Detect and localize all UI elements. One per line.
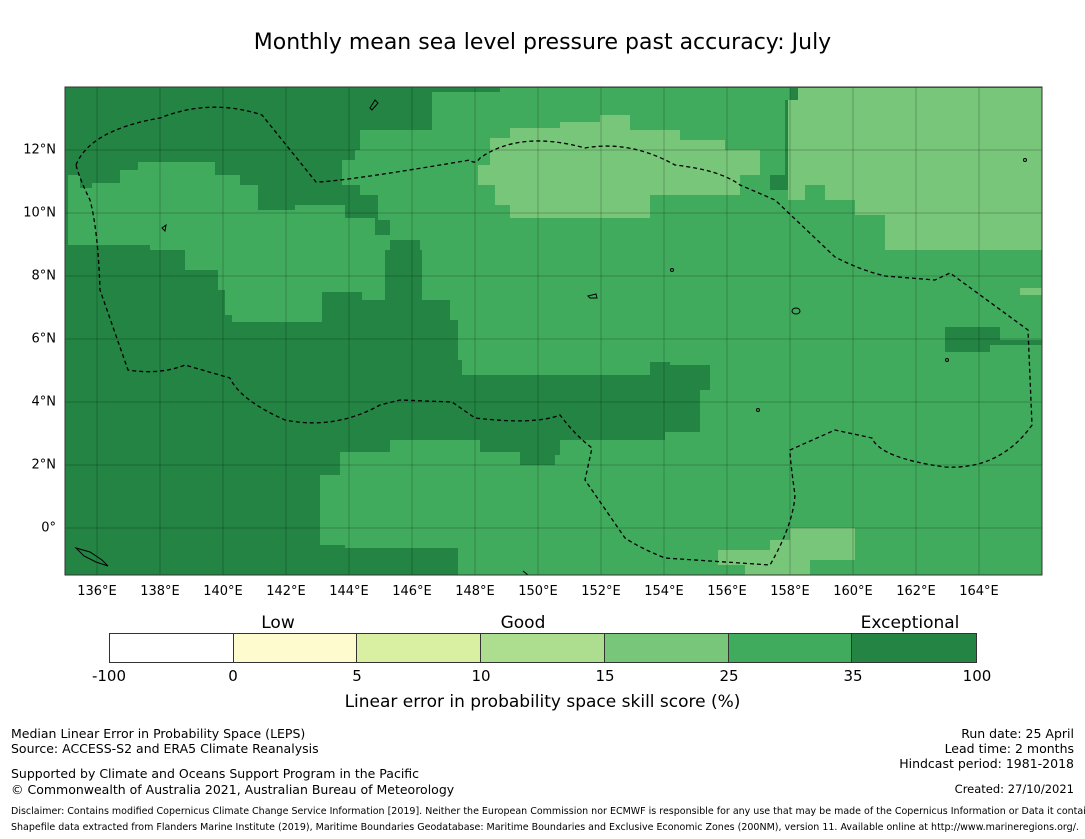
created-date: Created: 27/10/2021 xyxy=(954,782,1074,796)
longitude-tick-label: 148°E xyxy=(455,584,495,599)
longitude-tick-label: 136°E xyxy=(77,584,117,599)
longitude-tick-label: 146°E xyxy=(392,584,432,599)
latitude-tick-label: 6°N xyxy=(31,331,57,347)
colorbar-tick-label: 35 xyxy=(843,667,863,685)
shapefile-credit: Shapefile data extracted from Flanders M… xyxy=(11,822,1079,833)
latitude-tick-label: 12°N xyxy=(23,142,56,158)
latitude-tick-label: 4°N xyxy=(31,394,57,410)
colorbar-tick-label: 100 xyxy=(962,667,992,685)
category-good: Good xyxy=(500,613,546,633)
colorbar-tick-label: -100 xyxy=(91,667,127,685)
colorbar xyxy=(109,633,977,663)
exceptional-patches xyxy=(408,240,1042,440)
colorbar-segment xyxy=(728,634,853,662)
longitude-tick-label: 152°E xyxy=(581,584,621,599)
colorbar-segment xyxy=(110,634,234,662)
colorbar-segment xyxy=(481,634,605,662)
colorbar-tick-label: 15 xyxy=(595,667,615,685)
lead-time: Lead time: 2 months xyxy=(944,741,1074,756)
run-date: Run date: 25 April xyxy=(961,726,1074,741)
map-title: Monthly mean sea level pressure past acc… xyxy=(253,30,832,55)
longitude-tick-label: 156°E xyxy=(707,584,747,599)
footer-method: Median Linear Error in Probability Space… xyxy=(11,726,306,741)
map-gridlines xyxy=(65,87,1042,575)
colorbar-segment xyxy=(604,634,729,662)
colorbar-tick-label: 0 xyxy=(228,667,238,685)
skill-map xyxy=(64,86,1043,576)
colorbar-tick-label: 10 xyxy=(471,667,491,685)
longitude-tick-label: 162°E xyxy=(896,584,936,599)
longitude-tick-label: 138°E xyxy=(140,584,180,599)
category-exceptional: Exceptional xyxy=(860,613,960,633)
longitude-tick-label: 160°E xyxy=(833,584,873,599)
latitude-tick-label: 0° xyxy=(41,520,56,536)
longitude-tick-label: 154°E xyxy=(644,584,684,599)
colorbar-tick-label: 5 xyxy=(352,667,362,685)
map-frame xyxy=(64,86,1043,576)
longitude-tick-label: 142°E xyxy=(266,584,306,599)
latitude-tick-label: 2°N xyxy=(31,457,57,473)
high-skill-region xyxy=(68,88,1042,575)
islands xyxy=(74,99,1027,576)
footer-source: Source: ACCESS-S2 and ERA5 Climate Reana… xyxy=(11,741,319,756)
colorbar-segment xyxy=(357,634,482,662)
longitude-tick-label: 164°E xyxy=(959,584,999,599)
colorbar-segment xyxy=(852,634,976,662)
colorbar-tick-label: 25 xyxy=(719,667,739,685)
colorbar-segment xyxy=(233,634,358,662)
longitude-tick-label: 144°E xyxy=(329,584,369,599)
latitude-tick-label: 10°N xyxy=(23,205,56,221)
colorbar-label: Linear error in probability space skill … xyxy=(344,692,741,712)
disclaimer: Disclaimer: Contains modified Copernicus… xyxy=(11,806,1085,817)
hindcast-period: Hindcast period: 1981-2018 xyxy=(899,756,1074,771)
category-low: Low xyxy=(261,613,295,633)
footer-copyright: © Commonwealth of Australia 2021, Austra… xyxy=(11,782,455,797)
longitude-tick-label: 150°E xyxy=(518,584,558,599)
footer-support: Supported by Climate and Oceans Support … xyxy=(11,766,420,781)
longitude-tick-label: 140°E xyxy=(203,584,243,599)
latitude-tick-label: 8°N xyxy=(31,268,57,284)
longitude-tick-label: 158°E xyxy=(770,584,810,599)
